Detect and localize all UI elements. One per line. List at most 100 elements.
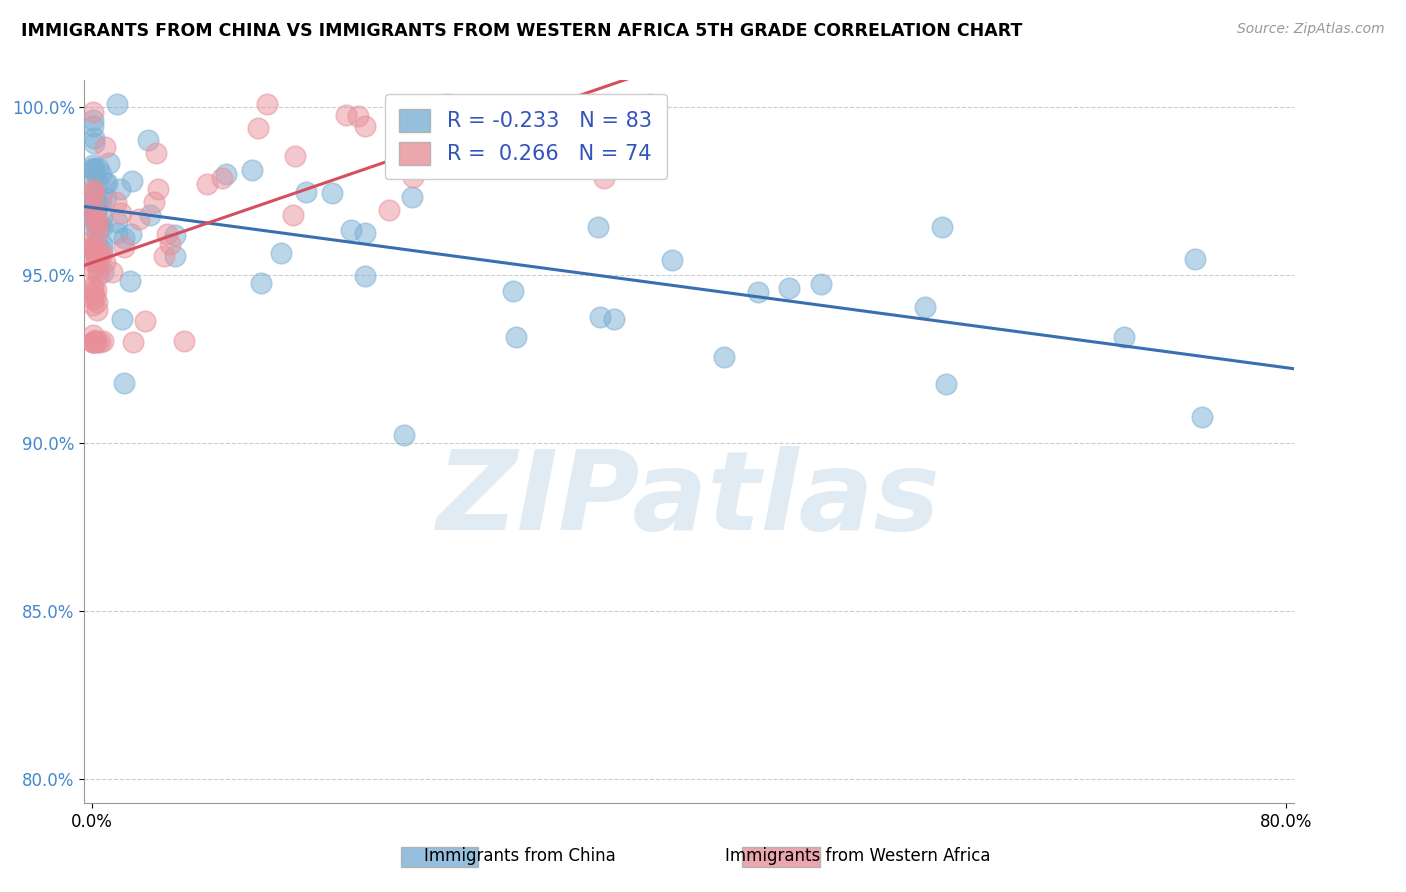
Point <box>110 206 132 220</box>
Point <box>86 256 108 270</box>
Point <box>215 167 238 181</box>
Point <box>83 193 105 207</box>
Point <box>121 335 143 350</box>
Point <box>90 220 112 235</box>
Point <box>83 244 105 259</box>
Point <box>82 188 104 202</box>
Point <box>82 298 104 312</box>
Point <box>90 167 112 181</box>
Point <box>86 255 108 269</box>
Point <box>91 237 114 252</box>
Point <box>82 219 104 234</box>
Point <box>83 136 105 151</box>
Point <box>108 182 131 196</box>
Point <box>111 312 134 326</box>
Point <box>247 120 270 135</box>
Point <box>661 252 683 267</box>
Point <box>1191 409 1213 424</box>
Point <box>335 108 357 122</box>
Point <box>602 312 624 326</box>
Point <box>82 182 104 196</box>
Point <box>82 185 104 199</box>
Point <box>713 350 735 364</box>
Point <box>270 245 292 260</box>
Point <box>86 226 108 240</box>
Point <box>582 96 605 111</box>
Point <box>589 310 612 325</box>
Point <box>86 235 108 250</box>
Text: ZIPatlas: ZIPatlas <box>437 446 941 553</box>
Text: Source: ZipAtlas.com: Source: ZipAtlas.com <box>1237 22 1385 37</box>
Point <box>86 335 108 350</box>
Point <box>87 220 110 235</box>
Point <box>82 243 104 257</box>
Point <box>747 285 769 299</box>
Point <box>87 268 110 282</box>
Point <box>295 185 318 199</box>
Point <box>640 96 662 111</box>
Point <box>97 155 120 169</box>
Point <box>82 255 104 269</box>
Point <box>353 119 375 133</box>
Point <box>93 255 115 269</box>
Point <box>112 376 135 390</box>
Point <box>505 330 527 344</box>
Point <box>87 263 110 277</box>
Point <box>83 130 105 145</box>
Point <box>240 162 263 177</box>
Point <box>121 174 143 188</box>
Point <box>105 96 128 111</box>
Point <box>256 96 278 111</box>
Point <box>142 194 165 209</box>
Point <box>94 176 117 190</box>
Point <box>84 283 107 297</box>
Point <box>82 161 104 175</box>
Point <box>93 265 115 279</box>
Point <box>82 104 104 119</box>
Point <box>82 190 104 204</box>
Text: Immigrants from Western Africa: Immigrants from Western Africa <box>725 847 990 865</box>
Point <box>82 262 104 277</box>
Point <box>84 204 107 219</box>
Point <box>354 226 377 240</box>
Point <box>146 181 169 195</box>
Point <box>82 240 104 254</box>
Point <box>86 216 108 230</box>
Point <box>84 334 107 348</box>
Point <box>82 201 104 215</box>
Point <box>935 377 957 392</box>
Text: IMMIGRANTS FROM CHINA VS IMMIGRANTS FROM WESTERN AFRICA 5TH GRADE CORRELATION CH: IMMIGRANTS FROM CHINA VS IMMIGRANTS FROM… <box>21 22 1022 40</box>
Point <box>82 208 104 222</box>
Point <box>402 170 425 185</box>
Point <box>1184 252 1206 266</box>
Point <box>104 194 127 209</box>
Point <box>914 300 936 314</box>
Point <box>392 428 415 442</box>
Point <box>128 212 150 227</box>
Point <box>89 248 111 262</box>
Point <box>82 173 104 187</box>
Point <box>283 208 305 222</box>
Point <box>931 219 953 234</box>
Point <box>84 252 107 267</box>
Point <box>195 177 218 191</box>
Point <box>91 243 114 257</box>
Point <box>779 281 801 295</box>
Point <box>1114 330 1136 344</box>
Point <box>86 214 108 228</box>
Point <box>82 186 104 201</box>
Point <box>83 213 105 227</box>
Point <box>588 220 610 235</box>
Point <box>139 208 162 222</box>
Point <box>82 335 104 350</box>
Point <box>165 227 187 242</box>
Point <box>401 189 423 203</box>
Point <box>153 249 176 263</box>
Point <box>592 170 614 185</box>
Point <box>112 240 135 254</box>
Point <box>84 204 107 219</box>
Point <box>321 186 343 200</box>
Point <box>87 177 110 191</box>
Point <box>82 278 104 293</box>
Point <box>96 177 118 191</box>
